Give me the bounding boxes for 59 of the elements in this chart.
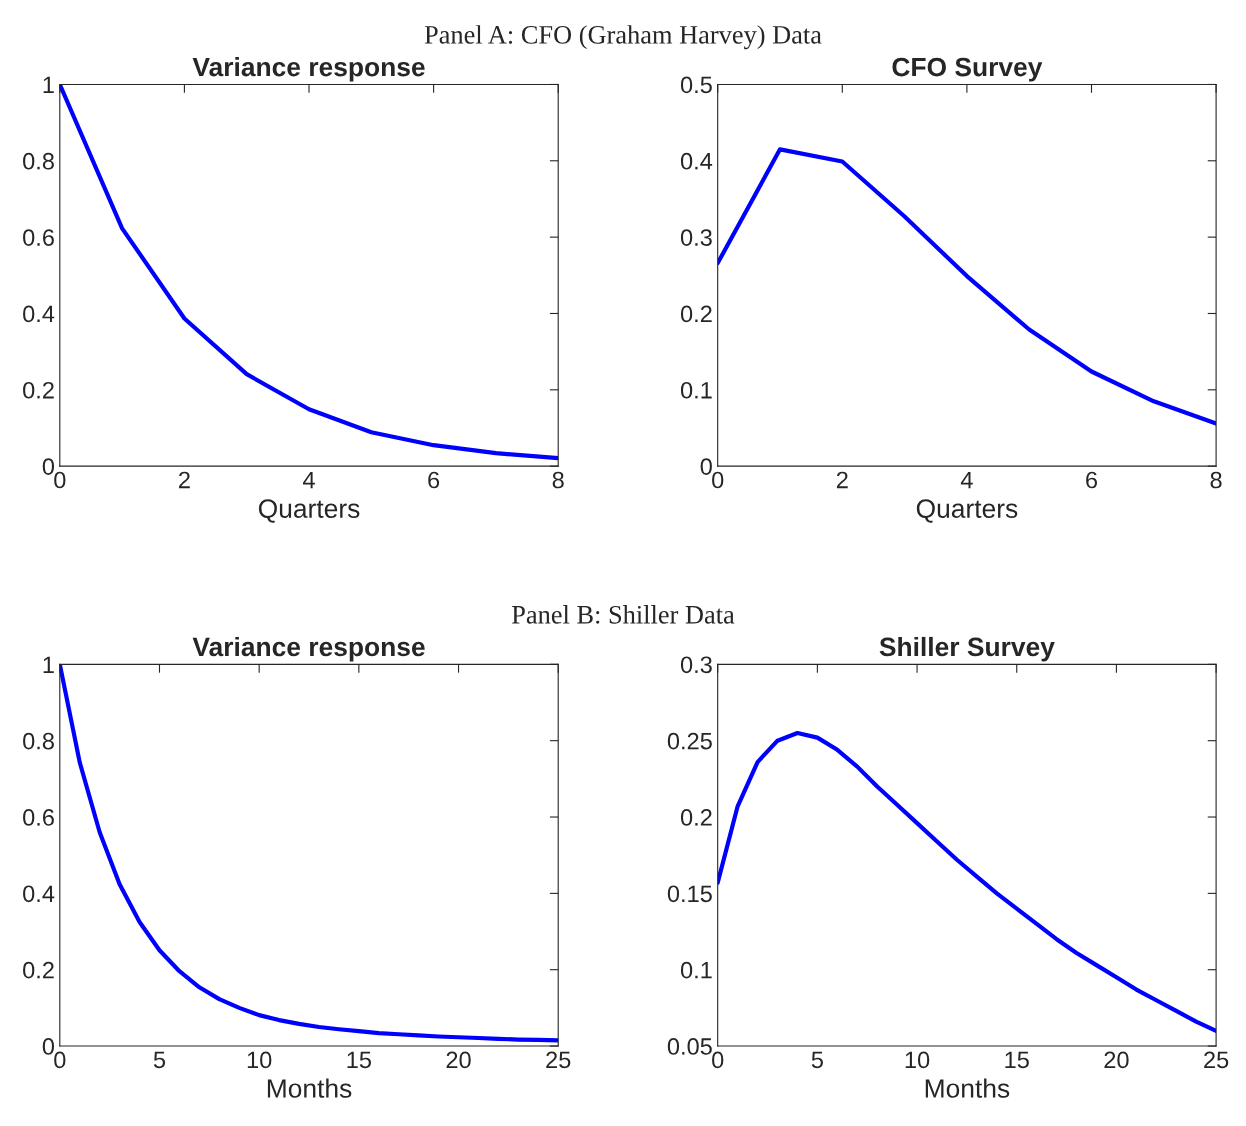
- y-tick-label: 1: [43, 656, 54, 673]
- x-tick-label: 10: [905, 1051, 930, 1069]
- x-axis-title: Months: [925, 1078, 1010, 1098]
- x-tick-label: 0: [54, 471, 66, 489]
- text: Panel B: Shiller Data: [511, 605, 735, 624]
- y-tick-label: 0.1: [680, 961, 712, 979]
- x-tick-label: 2: [836, 471, 848, 489]
- chart-title: Variance response: [192, 636, 425, 662]
- x-tick-label: 5: [811, 1051, 823, 1069]
- y-tick-label: 0.2: [23, 381, 54, 399]
- line-series: [59, 664, 559, 1043]
- x-axis-title: Quarters: [258, 499, 360, 523]
- y-tick-label: 0.3: [680, 656, 712, 674]
- y-tick-label: 0.05: [667, 1038, 712, 1055]
- x-tick-label: 8: [1210, 471, 1222, 489]
- y-tick-label: 0.25: [667, 732, 712, 750]
- chart-title: CFO Survey: [892, 57, 1043, 82]
- y-tick-label: 0.3: [680, 229, 712, 246]
- y-tick-label: 0: [42, 1038, 55, 1055]
- x-tick-label: 4: [960, 471, 973, 489]
- x-tick-label: 6: [428, 471, 440, 489]
- x-tick-label: 8: [552, 471, 564, 489]
- y-tick-label: 1: [43, 76, 54, 94]
- x-tick-label: 0: [712, 471, 724, 489]
- chart-title: Variance response: [192, 56, 425, 82]
- y-tick-label: 0.6: [23, 809, 54, 826]
- x-tick-label: 10: [247, 1051, 272, 1069]
- x-tick-label: 25: [546, 1051, 571, 1069]
- line-series: [717, 147, 1217, 426]
- y-tick-label: 0.4: [680, 152, 713, 170]
- x-axis-title: Months: [267, 1078, 352, 1098]
- x-tick-label: 6: [1086, 471, 1098, 489]
- y-tick-label: 0.1: [680, 381, 712, 399]
- y-tick-label: 0: [42, 458, 55, 475]
- y-tick-label: 0.8: [23, 152, 54, 170]
- chart-title: Shiller Survey: [879, 636, 1055, 662]
- x-tick-label: 4: [302, 471, 315, 489]
- x-tick-label: 2: [179, 471, 190, 489]
- y-tick-label: 0.6: [23, 229, 54, 246]
- x-tick-label: 20: [446, 1051, 471, 1069]
- y-tick-label: 0.5: [680, 76, 712, 94]
- x-tick-label: 5: [153, 1051, 166, 1069]
- y-tick-label: 0.8: [23, 732, 54, 750]
- x-tick-label: 20: [1104, 1051, 1129, 1069]
- y-tick-label: 0: [700, 458, 712, 475]
- y-tick-label: 0.2: [23, 961, 54, 979]
- y-tick-label: 0.2: [680, 305, 712, 323]
- y-tick-label: 0.15: [667, 885, 712, 903]
- text: Panel A: CFO (Graham Harvey) Data: [424, 25, 822, 50]
- x-tick-label: 0: [54, 1051, 66, 1069]
- x-tick-label: 25: [1204, 1051, 1229, 1069]
- y-tick-label: 0.4: [23, 885, 55, 903]
- y-tick-label: 0.4: [23, 305, 55, 323]
- x-tick-label: 15: [347, 1051, 371, 1069]
- x-tick-label: 0: [712, 1051, 724, 1069]
- x-tick-label: 15: [1005, 1051, 1029, 1069]
- x-axis-title: Quarters: [916, 499, 1018, 523]
- line-series: [717, 730, 1217, 1033]
- y-tick-label: 0.2: [680, 809, 712, 826]
